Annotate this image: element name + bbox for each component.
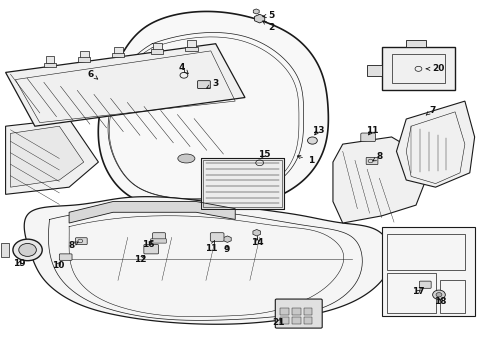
- Text: 13: 13: [312, 126, 324, 135]
- Text: 1: 1: [297, 156, 314, 165]
- Polygon shape: [333, 137, 426, 223]
- Polygon shape: [98, 12, 328, 210]
- Circle shape: [308, 137, 318, 144]
- Text: 20: 20: [426, 64, 444, 73]
- Circle shape: [436, 293, 442, 297]
- FancyBboxPatch shape: [151, 239, 166, 243]
- FancyBboxPatch shape: [144, 244, 159, 254]
- Polygon shape: [382, 47, 455, 90]
- Bar: [80, 51, 89, 58]
- FancyBboxPatch shape: [275, 299, 322, 328]
- Bar: [78, 57, 90, 62]
- Bar: [44, 63, 56, 67]
- Polygon shape: [5, 44, 245, 126]
- Polygon shape: [10, 126, 84, 187]
- FancyBboxPatch shape: [197, 81, 210, 89]
- Text: 4: 4: [178, 63, 188, 73]
- Bar: [292, 317, 301, 324]
- Text: 5: 5: [263, 10, 275, 19]
- Text: 8: 8: [69, 241, 78, 250]
- Text: 8: 8: [373, 152, 383, 161]
- Text: 6: 6: [88, 70, 98, 79]
- Polygon shape: [24, 197, 392, 324]
- Bar: [280, 308, 289, 315]
- Text: 19: 19: [13, 260, 25, 269]
- Text: 12: 12: [134, 255, 146, 264]
- Text: 3: 3: [207, 79, 219, 88]
- Bar: [185, 46, 197, 51]
- Polygon shape: [406, 40, 426, 47]
- Polygon shape: [396, 101, 475, 187]
- Bar: [304, 317, 313, 324]
- Bar: [304, 308, 313, 315]
- Bar: [151, 49, 163, 54]
- Polygon shape: [367, 65, 382, 76]
- Polygon shape: [201, 158, 284, 209]
- Ellipse shape: [178, 154, 195, 163]
- FancyBboxPatch shape: [361, 133, 375, 141]
- Text: 15: 15: [258, 150, 271, 159]
- Text: 2: 2: [263, 21, 275, 32]
- Text: 7: 7: [426, 105, 435, 115]
- Bar: [112, 53, 124, 57]
- Text: 18: 18: [434, 297, 446, 306]
- Text: 9: 9: [223, 245, 230, 254]
- Polygon shape: [382, 226, 475, 316]
- Text: 11: 11: [366, 126, 378, 135]
- Circle shape: [19, 243, 36, 256]
- Bar: [0, 243, 9, 257]
- Circle shape: [13, 239, 42, 261]
- FancyBboxPatch shape: [366, 157, 378, 165]
- Polygon shape: [5, 119, 98, 194]
- FancyBboxPatch shape: [210, 233, 224, 241]
- Text: 16: 16: [142, 240, 154, 249]
- FancyBboxPatch shape: [75, 238, 87, 244]
- Text: 21: 21: [272, 318, 285, 327]
- Circle shape: [433, 290, 445, 300]
- Text: 11: 11: [204, 241, 217, 253]
- FancyBboxPatch shape: [59, 254, 72, 260]
- Bar: [187, 40, 196, 47]
- Bar: [280, 317, 289, 324]
- Bar: [292, 308, 301, 315]
- Text: 10: 10: [52, 261, 65, 270]
- Bar: [153, 43, 162, 50]
- Text: 14: 14: [251, 238, 264, 247]
- FancyBboxPatch shape: [419, 281, 431, 288]
- FancyBboxPatch shape: [153, 233, 165, 240]
- Polygon shape: [69, 202, 235, 223]
- Text: 17: 17: [412, 287, 424, 296]
- Bar: [46, 56, 54, 63]
- Bar: [114, 46, 123, 54]
